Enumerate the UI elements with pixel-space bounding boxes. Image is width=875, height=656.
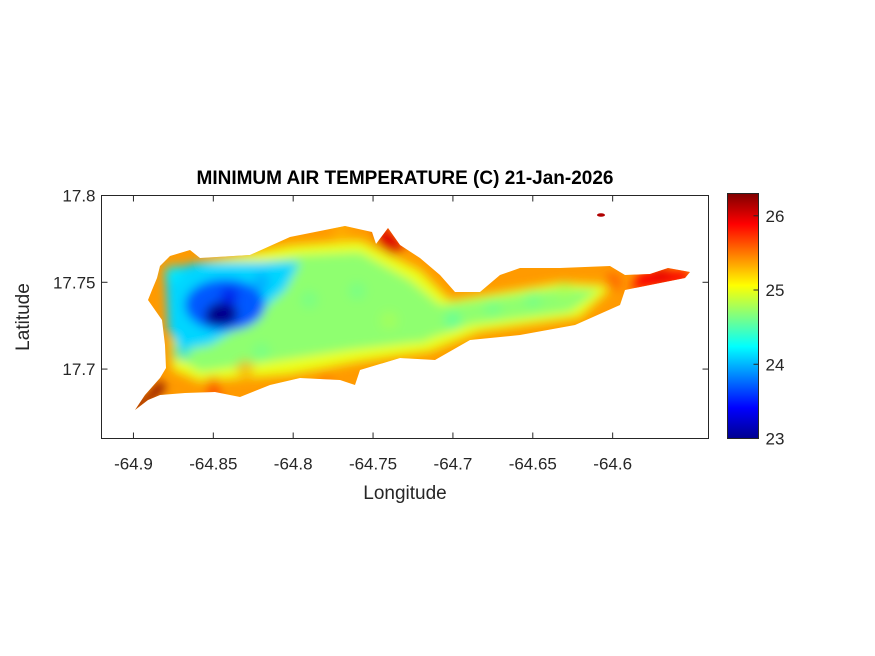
temperature-sample-18 bbox=[372, 226, 391, 240]
chart-title: MINIMUM AIR TEMPERATURE (C) 21-Jan-2026 bbox=[197, 168, 614, 189]
temperature-sample-7 bbox=[300, 290, 319, 309]
temperature-sample-17 bbox=[332, 226, 351, 240]
temperature-sample-11 bbox=[443, 311, 462, 330]
x-tick-label: -64.8 bbox=[274, 455, 313, 474]
field-band-sw-tip bbox=[135, 380, 166, 410]
temperature-sample-0 bbox=[135, 394, 143, 410]
x-axis: -64.9 -64.85 -64.8 -64.75 -64.7 -64.65 -64.6 bbox=[114, 195, 632, 474]
temperature-sample-14 bbox=[555, 281, 574, 300]
temperature-sample-8 bbox=[348, 281, 367, 300]
colorbar-tick-label: 24 bbox=[766, 355, 785, 374]
islet-buck-island bbox=[597, 213, 605, 217]
y-tick-label: 17.7 bbox=[62, 360, 95, 379]
x-tick-label: -64.85 bbox=[189, 455, 237, 474]
temperature-sample-2 bbox=[204, 308, 223, 326]
colorbar-tick-label: 25 bbox=[766, 281, 785, 300]
temperature-contour-layer bbox=[135, 207, 690, 410]
x-tick-label: -64.7 bbox=[434, 455, 473, 474]
x-tick-label: -64.75 bbox=[349, 455, 397, 474]
temperature-sample-22 bbox=[572, 207, 590, 225]
temperature-sample-21 bbox=[204, 377, 223, 396]
colorbar-tick-label: 26 bbox=[766, 207, 785, 226]
colorbar-ticks: 23 24 25 26 bbox=[753, 207, 785, 449]
temperature-field bbox=[135, 207, 690, 410]
x-tick-label: -64.9 bbox=[114, 455, 153, 474]
temperature-sample-9 bbox=[380, 311, 399, 330]
temperature-sample-1 bbox=[164, 264, 183, 283]
temperature-sample-19 bbox=[316, 368, 335, 387]
temperature-sample-12 bbox=[483, 299, 502, 318]
temperature-sample-10 bbox=[411, 325, 430, 344]
temperature-sample-6 bbox=[252, 342, 271, 361]
x-tick-label: -64.6 bbox=[593, 455, 632, 474]
temperature-sample-15 bbox=[603, 273, 622, 292]
y-tick-label: 17.75 bbox=[53, 273, 96, 292]
temperature-sample-13 bbox=[523, 290, 542, 309]
temperature-sample-4 bbox=[252, 273, 271, 292]
temperature-sample-16 bbox=[651, 264, 670, 283]
x-axis-label: Longitude bbox=[363, 483, 446, 504]
temperature-sample-3 bbox=[220, 287, 239, 306]
y-tick-label: 17.8 bbox=[62, 187, 95, 206]
colorbar-tick-label: 23 bbox=[766, 430, 785, 449]
y-axis-label: Latitude bbox=[13, 283, 34, 351]
temperature-sample-20 bbox=[236, 360, 255, 379]
y-axis: 17.7 17.75 17.8 bbox=[53, 187, 709, 379]
temperature-sample-5 bbox=[172, 342, 191, 361]
colorbar: 23 24 25 26 bbox=[727, 193, 785, 449]
colorbar-gradient bbox=[727, 193, 759, 439]
x-tick-label: -64.65 bbox=[509, 455, 557, 474]
plot-axes-box bbox=[101, 195, 709, 439]
